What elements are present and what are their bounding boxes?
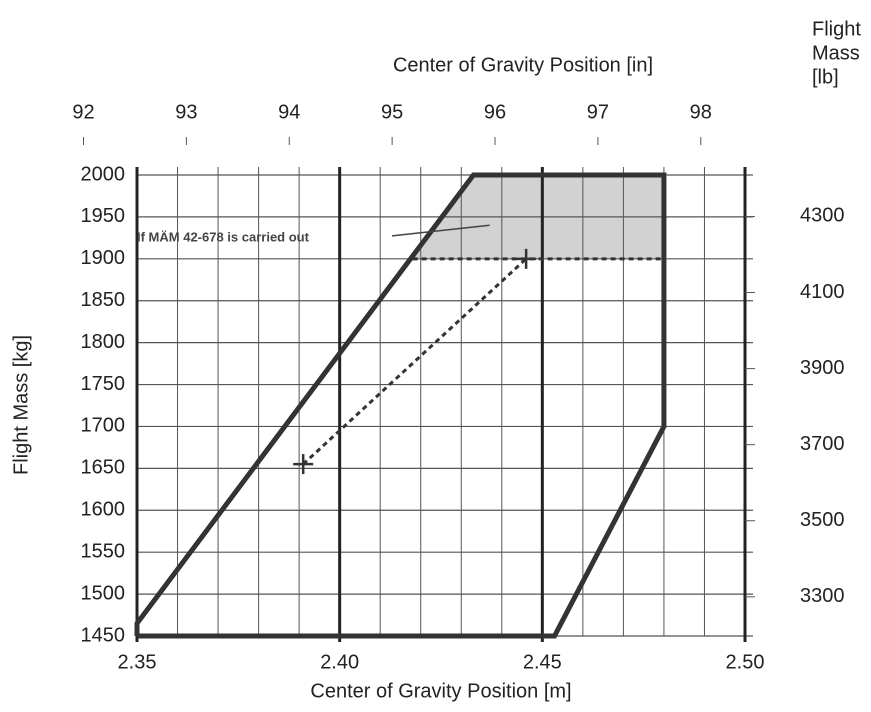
y-tick-label: 1950 <box>81 205 126 227</box>
y-tick-label: 1450 <box>81 624 126 646</box>
y-tick-label: 1700 <box>81 415 126 437</box>
y-axis-title: Flight Mass [kg] <box>10 335 32 475</box>
y-tick-label: 1500 <box>81 582 126 604</box>
y-tick-label: 1900 <box>81 247 126 269</box>
x-tick-label: 2.50 <box>726 651 765 673</box>
y2-axis-title: Flight <box>812 18 861 40</box>
x2-tick-label: 94 <box>278 101 300 123</box>
cross-marker <box>293 454 314 475</box>
y-tick-label: 1800 <box>81 331 126 353</box>
y-tick-label: 1850 <box>81 289 126 311</box>
annotation-leader <box>391 224 490 237</box>
y-tick-label: 1750 <box>81 373 126 395</box>
y2-tick-label: 3700 <box>800 433 845 455</box>
y-tick-label: 1650 <box>81 457 126 479</box>
x2-tick-label: 97 <box>587 101 609 123</box>
cross-marker <box>516 248 537 269</box>
y2-tick-label: 3900 <box>800 357 845 379</box>
y-tick-label: 1550 <box>81 540 126 562</box>
line <box>134 172 667 639</box>
y2-axis-title: Mass <box>812 42 860 64</box>
y2-tick-label: 3500 <box>800 509 845 531</box>
y2-axis-title: [lb] <box>812 66 839 88</box>
x-tick-label: 2.45 <box>523 651 562 673</box>
y2-tick-label: 3300 <box>800 585 845 607</box>
line <box>302 257 528 466</box>
y2-tick-label: 4300 <box>800 205 845 227</box>
x2-tick-label: 92 <box>72 101 94 123</box>
x-tick-label: 2.40 <box>320 651 359 673</box>
x2-tick-label: 96 <box>484 101 506 123</box>
y-tick-label: 2000 <box>81 163 126 185</box>
x2-tick-label: 93 <box>175 101 197 123</box>
y-tick-label: 1600 <box>81 499 126 521</box>
top-axis-title: Center of Gravity Position [in] <box>393 54 653 76</box>
annotation: If MÄM 42-678 is carried out <box>137 229 310 244</box>
x-axis-title: Center of Gravity Position [m] <box>310 680 571 702</box>
y2-tick-label: 4100 <box>800 281 845 303</box>
x-tick-label: 2.35 <box>118 651 157 673</box>
x2-tick-label: 95 <box>381 101 403 123</box>
x2-tick-label: 98 <box>690 101 712 123</box>
